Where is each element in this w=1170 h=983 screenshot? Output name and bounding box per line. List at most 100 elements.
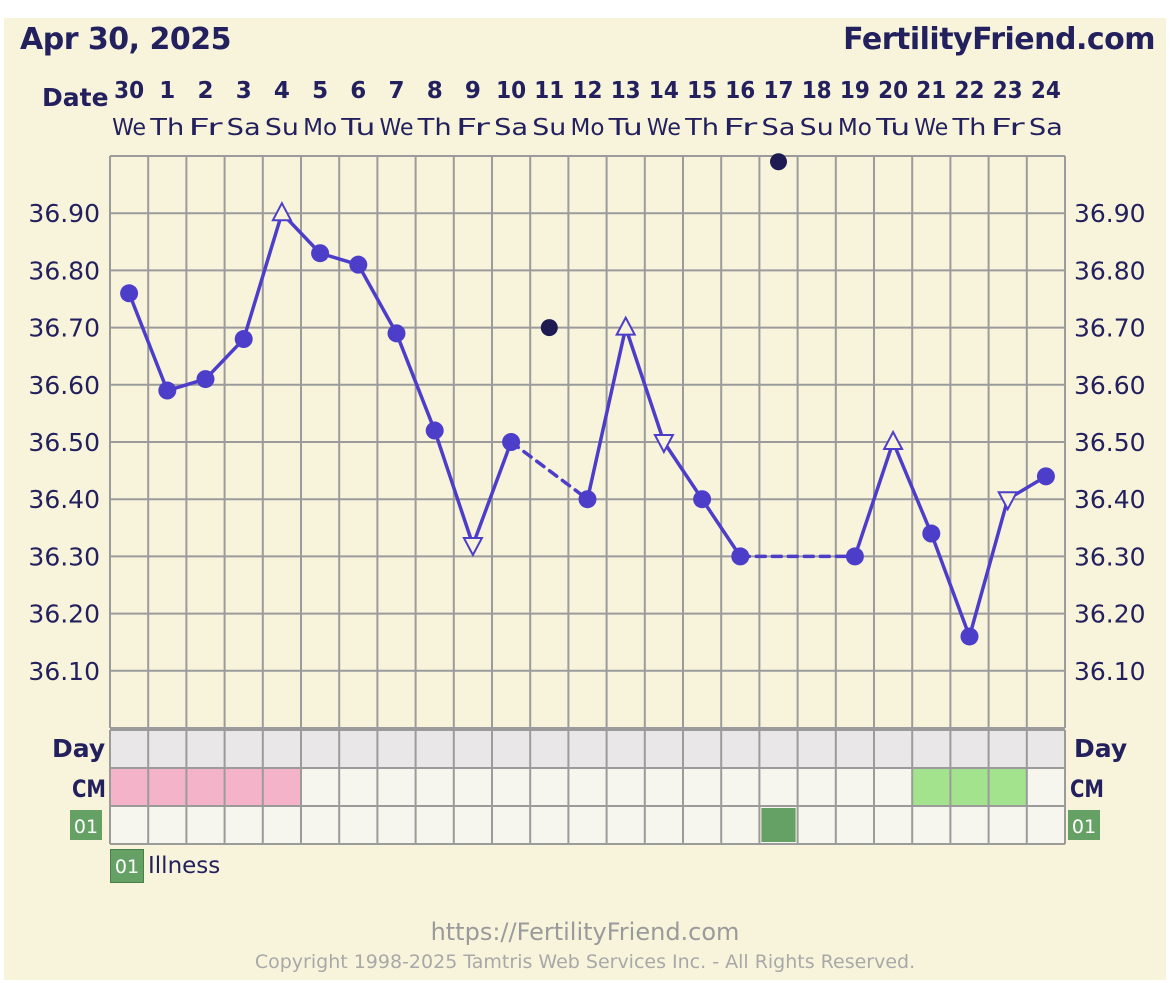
temperature-point (120, 284, 139, 303)
temperature-point-up-triangle (615, 315, 637, 336)
weekday-label: Su (532, 115, 566, 141)
date-label: 7 (388, 78, 404, 104)
y-tick-label-right: 36.70 (1074, 314, 1146, 343)
y-tick-label-right: 36.50 (1074, 428, 1146, 457)
weekday-label: Tu (607, 115, 642, 141)
temperature-point-down-triangle (997, 491, 1019, 512)
weekday-label: Tu (340, 115, 375, 141)
date-label: 15 (687, 78, 717, 104)
y-tick-label-right: 36.10 (1074, 657, 1146, 686)
temperature-point-down-triangle (653, 434, 675, 455)
temperature-point (960, 627, 979, 646)
temperature-point (311, 244, 330, 263)
day-row-label-right: Day (1074, 734, 1127, 763)
date-label: 17 (764, 78, 794, 104)
temperature-segment (929, 531, 972, 639)
footer-url: https://FertilityFriend.com (430, 918, 740, 946)
date-label: 23 (993, 78, 1023, 104)
temperature-segment (967, 497, 1010, 639)
illness-cell (761, 808, 796, 842)
weekday-label: Sa (494, 115, 528, 141)
weekday-label: Sa (1029, 115, 1063, 141)
y-tick-label-left: 36.60 (28, 371, 100, 400)
temperature-segment (853, 440, 895, 559)
temperature-segment (623, 325, 666, 444)
day-row-bg (110, 730, 1065, 768)
y-tick-label-right: 36.80 (1074, 256, 1146, 285)
illness-row-badge-right-bg (1068, 810, 1100, 840)
weekday-label: Tu (875, 115, 910, 141)
y-tick-label-left: 36.10 (28, 657, 100, 686)
weekday-label: Fr (189, 115, 224, 141)
temperature-segment (241, 211, 284, 341)
date-label: 2 (197, 78, 213, 104)
axis-labels: 36.10 36.10 36.20 36.20 36.30 36.30 36.40 36.40… (28, 78, 1145, 803)
brand-title: FertilityFriend.com (843, 22, 1155, 57)
y-tick-label-left: 36.50 (28, 428, 100, 457)
temperature-markers (120, 153, 1055, 646)
temperature-point (502, 433, 521, 451)
y-tick-label-right: 36.30 (1074, 542, 1146, 571)
y-tick-label-right: 36.20 (1074, 600, 1146, 629)
weekday-label: Th (951, 115, 986, 141)
date-label: 20 (878, 78, 908, 104)
date-label: 12 (573, 78, 603, 104)
temperature-point-down-triangle (462, 536, 484, 558)
illness-legend-label: Illness (148, 853, 221, 879)
day-row-label-left: Day (52, 734, 105, 763)
date-label: 30 (114, 78, 144, 104)
weekday-label: Th (149, 115, 184, 141)
temperature-segment (509, 440, 590, 501)
temperature-segment (585, 325, 628, 501)
temperature-segment (432, 428, 475, 547)
temperature-point (922, 524, 941, 543)
cm-cell (950, 768, 989, 806)
date-label: 21 (916, 78, 946, 104)
temperature-point (387, 324, 406, 343)
weekday-label: Fr (456, 115, 491, 141)
custom-marker-legend: 01 Illness (110, 849, 220, 883)
temperature-point (578, 490, 597, 509)
cm-cell (186, 768, 225, 806)
date-label: 24 (1031, 78, 1061, 104)
y-tick-label-left: 36.70 (28, 314, 100, 343)
weekday-label: We (112, 115, 146, 141)
date-label: 6 (350, 78, 366, 104)
illness-row-badge-left-bg (70, 810, 102, 840)
weekday-label: Sa (227, 115, 261, 141)
date-label: 8 (427, 78, 443, 104)
date-label: 3 (236, 78, 252, 104)
y-tick-label-left: 36.40 (28, 485, 100, 514)
y-tick-label-left: 36.30 (28, 542, 100, 571)
temperature-segment (356, 262, 399, 336)
date-label: 1 (159, 78, 175, 104)
illness-row-badge-left: 01 (74, 816, 98, 838)
weekday-label: Fr (723, 115, 758, 141)
temperature-segment (471, 440, 513, 547)
temperature-segment (700, 497, 743, 559)
discarded-temperature-point (770, 153, 787, 171)
date-row-label: Date (42, 83, 109, 112)
cm-row-label-left: CM (72, 775, 106, 803)
date-label: 22 (955, 78, 985, 104)
date-label: 4 (274, 78, 290, 104)
temperature-segment (394, 331, 437, 433)
date-label: 10 (496, 78, 526, 104)
y-tick-label-right: 36.40 (1074, 485, 1146, 514)
cm-row-label-right: CM (1070, 775, 1104, 803)
y-tick-label-left: 36.90 (28, 199, 100, 228)
weekday-label: We (647, 115, 681, 141)
grid (109, 155, 1066, 729)
weekday-label: We (914, 115, 948, 141)
temperature-segment (891, 440, 934, 536)
y-tick-label-right: 36.90 (1074, 199, 1146, 228)
weekday-label: Mo (838, 115, 872, 141)
weekday-label: Th (417, 115, 452, 141)
illness-row-badge-right: 01 (1072, 816, 1096, 838)
cm-cell (912, 768, 951, 806)
date-label: 5 (312, 78, 328, 104)
temperature-line (127, 211, 1048, 639)
y-tick-label-left: 36.80 (28, 256, 100, 285)
y-tick-label-left: 36.20 (28, 600, 100, 629)
date-label: 14 (649, 78, 679, 104)
